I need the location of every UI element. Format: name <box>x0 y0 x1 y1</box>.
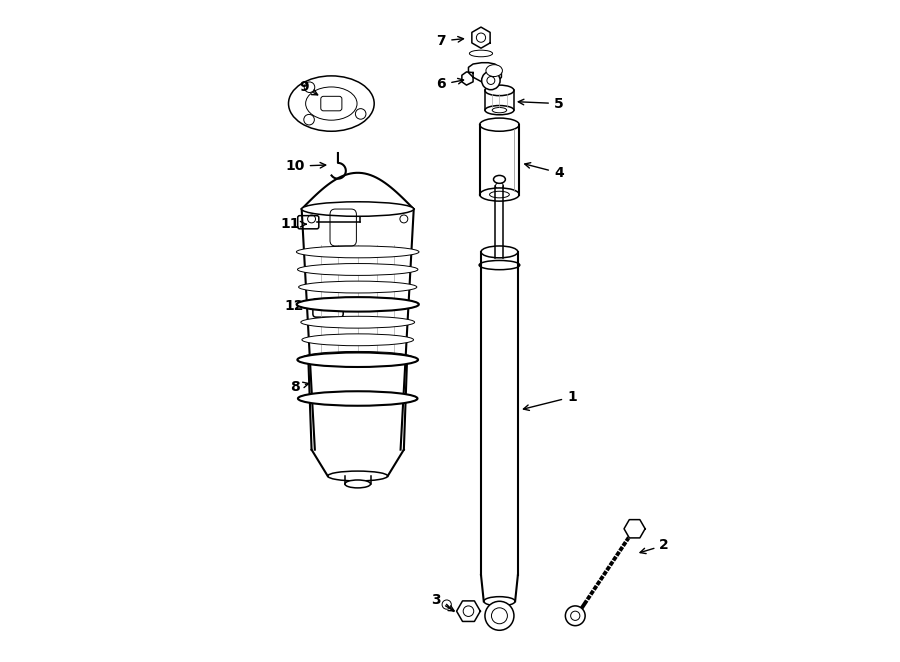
Text: 10: 10 <box>285 159 326 173</box>
Polygon shape <box>624 520 645 538</box>
Ellipse shape <box>298 391 418 406</box>
Ellipse shape <box>484 596 515 606</box>
Polygon shape <box>462 72 473 85</box>
Ellipse shape <box>479 260 519 269</box>
Ellipse shape <box>345 480 371 488</box>
Ellipse shape <box>480 118 519 131</box>
Ellipse shape <box>301 316 415 328</box>
Ellipse shape <box>493 175 506 183</box>
Circle shape <box>482 71 500 90</box>
Text: 9: 9 <box>299 80 318 95</box>
Circle shape <box>565 606 585 626</box>
Ellipse shape <box>297 297 418 312</box>
Circle shape <box>442 600 451 609</box>
Ellipse shape <box>302 202 414 216</box>
Ellipse shape <box>486 65 502 77</box>
Text: 1: 1 <box>524 390 577 410</box>
Text: 8: 8 <box>290 380 309 394</box>
Ellipse shape <box>496 183 503 189</box>
Text: 7: 7 <box>436 34 464 48</box>
Ellipse shape <box>299 281 417 293</box>
Ellipse shape <box>302 334 413 346</box>
Polygon shape <box>472 27 491 48</box>
Ellipse shape <box>485 85 514 95</box>
Ellipse shape <box>303 352 412 363</box>
Ellipse shape <box>481 246 518 258</box>
Text: 2: 2 <box>640 538 669 553</box>
Ellipse shape <box>470 50 492 57</box>
Ellipse shape <box>328 471 388 481</box>
Text: 3: 3 <box>431 593 454 611</box>
Ellipse shape <box>296 246 419 258</box>
Text: 12: 12 <box>284 299 316 313</box>
Ellipse shape <box>297 352 418 367</box>
Polygon shape <box>456 601 481 622</box>
Circle shape <box>356 199 365 207</box>
Polygon shape <box>302 173 414 209</box>
Text: 11: 11 <box>281 217 306 231</box>
Text: 4: 4 <box>525 163 563 180</box>
Polygon shape <box>469 63 501 84</box>
Circle shape <box>485 601 514 630</box>
Ellipse shape <box>480 188 519 201</box>
Text: 5: 5 <box>518 97 563 111</box>
FancyBboxPatch shape <box>298 216 319 229</box>
Ellipse shape <box>289 76 374 131</box>
Ellipse shape <box>485 105 514 115</box>
Ellipse shape <box>300 299 416 310</box>
Ellipse shape <box>298 263 418 275</box>
FancyBboxPatch shape <box>313 299 343 317</box>
Text: 6: 6 <box>436 77 464 91</box>
